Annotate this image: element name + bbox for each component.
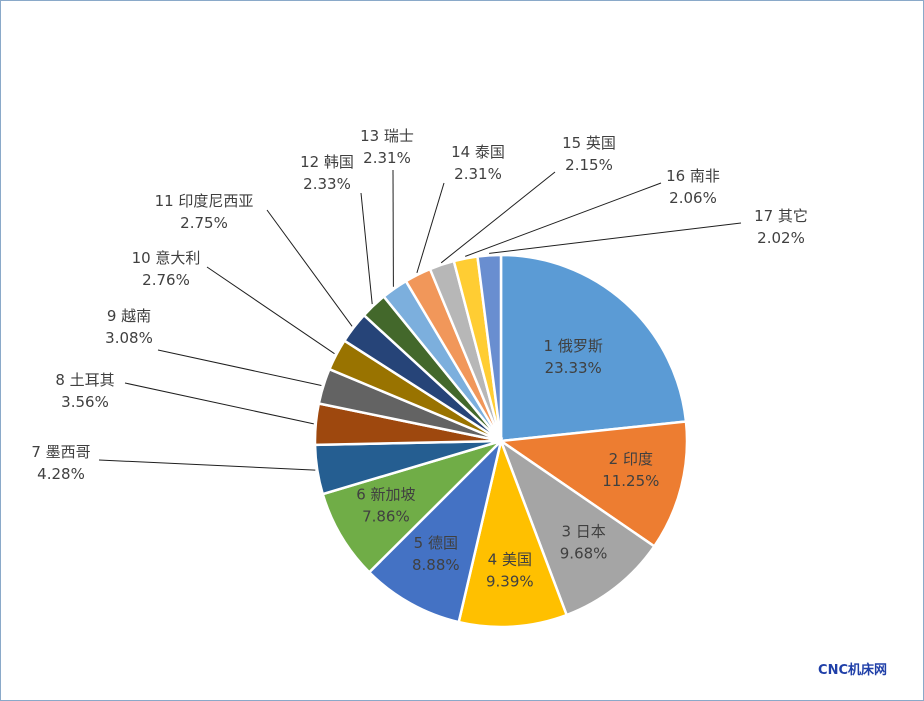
watermark: CNC机床网 (818, 663, 887, 678)
pie-category-label: 9 越南 (107, 307, 151, 325)
pie-value-label: 7.86% (362, 508, 410, 526)
pie-value-label: 3.56% (61, 393, 109, 411)
pie-label-10: 10 意大利 2.76% (132, 249, 201, 289)
pie-category-label: 17 其它 (754, 207, 808, 225)
pie-value-label: 2.31% (454, 165, 502, 183)
leader-line-10 (206, 266, 335, 355)
pie-label-13: 13 瑞士 2.31% (360, 127, 414, 167)
pie-label-17: 17 其它 2.02% (754, 207, 808, 247)
pie-category-label: 16 南非 (666, 167, 720, 185)
pie-slice-3 (498, 437, 657, 617)
leader-line-16 (465, 182, 662, 257)
leader-line-15 (440, 171, 556, 264)
pie-slice-5 (367, 437, 504, 624)
pie-slice-2 (497, 420, 689, 549)
pie-value-label: 2.75% (180, 214, 228, 232)
pie-label-7: 7 墨西哥 4.28% (31, 443, 90, 483)
pie-category-label: 13 瑞士 (360, 127, 414, 145)
pie-label-6: 6 新加坡 7.86% (356, 486, 415, 526)
pie-value-label: 2.31% (363, 149, 411, 167)
pie-label-16: 16 南非 2.06% (666, 167, 720, 207)
pie-label-14: 14 泰国 2.31% (451, 143, 505, 183)
pie-value-label: 4.28% (37, 465, 85, 483)
pie-label-8: 8 土耳其 3.56% (55, 371, 114, 411)
leader-line-7 (98, 459, 316, 471)
pie-slice-6 (321, 439, 502, 575)
pie-category-label: 1 俄罗斯 (544, 337, 603, 355)
leader-line-11 (266, 209, 353, 327)
pie-value-label: 2.33% (303, 175, 351, 193)
leader-line-12 (360, 192, 373, 305)
pie-category-label: 15 英国 (562, 134, 616, 152)
pie-label-2: 2 印度 11.25% (602, 450, 659, 490)
leader-line-14 (416, 182, 445, 274)
pie-slice-4 (457, 436, 569, 629)
pie-label-11: 11 印度尼西亚 2.75% (155, 192, 254, 232)
pie-category-label: 10 意大利 (132, 249, 201, 267)
pie-category-label: 3 日本 (561, 522, 605, 540)
pie-value-label: 2.15% (565, 156, 613, 174)
pie-label-9: 9 越南 3.08% (105, 307, 153, 347)
pie-label-12: 12 韩国 2.33% (300, 153, 354, 193)
pie-label-5: 5 德国 8.88% (412, 534, 460, 574)
pie-value-label: 2.06% (669, 189, 717, 207)
pie-category-label: 2 印度 (609, 450, 653, 468)
pie-category-label: 12 韩国 (300, 153, 354, 171)
pie-category-label: 11 印度尼西亚 (155, 192, 254, 210)
pie-category-label: 5 德国 (414, 534, 458, 552)
pie-value-label: 2.02% (757, 229, 805, 247)
pie-label-4: 4 美国 9.39% (486, 551, 534, 591)
pie-label-3: 3 日本 9.68% (560, 522, 608, 562)
pie-label-15: 15 英国 2.15% (562, 134, 616, 174)
leader-line-8 (124, 382, 314, 425)
leader-line-9 (157, 349, 322, 386)
pie-value-label: 11.25% (602, 472, 659, 490)
pie-value-label: 9.68% (560, 544, 608, 562)
pie-category-label: 6 新加坡 (356, 486, 415, 504)
pie-category-label: 4 美国 (488, 551, 532, 569)
pie-value-label: 9.39% (486, 573, 534, 591)
pie-value-label: 2.76% (142, 271, 190, 289)
pie-slice-1 (499, 253, 688, 443)
pie-value-label: 3.08% (105, 329, 153, 347)
pie-category-label: 7 墨西哥 (31, 443, 90, 461)
pie-slice-17 (476, 253, 503, 442)
pie-category-label: 14 泰国 (451, 143, 505, 161)
pie-category-label: 8 土耳其 (55, 371, 114, 389)
pie-label-1: 1 俄罗斯 23.33% (544, 337, 603, 377)
leader-line-17 (489, 222, 742, 254)
pie-value-label: 8.88% (412, 556, 460, 574)
pie-value-label: 23.33% (545, 359, 602, 377)
